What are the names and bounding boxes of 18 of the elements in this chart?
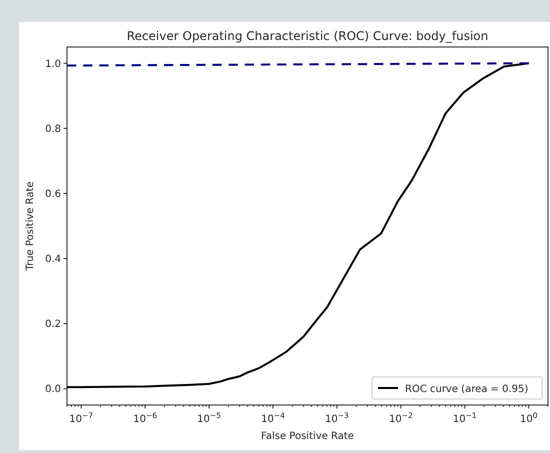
y-tick-label: 0.0 xyxy=(45,384,61,396)
y-tick-label: 0.4 xyxy=(45,254,61,266)
x-tick-label: 10$^{0}$ xyxy=(520,410,538,425)
x-tick-label: 10$^{−2}$ xyxy=(388,410,413,425)
y-axis-title: True Positive Rate xyxy=(25,181,36,272)
chart-title: Receiver Operating Characteristic (ROC) Curve: body_fusion xyxy=(126,29,488,43)
x-axis-title: False Positive Rate xyxy=(261,431,354,442)
y-tick-label: 0.6 xyxy=(45,188,61,200)
x-tick-label: 10$^{−4}$ xyxy=(261,410,286,425)
x-tick-label: 10$^{−3}$ xyxy=(325,410,350,425)
x-tick-label: 10$^{−6}$ xyxy=(133,410,158,425)
y-tick-label: 1.0 xyxy=(45,58,61,70)
y-tick-label: 0.8 xyxy=(45,124,61,135)
legend-label: ROC curve (area = 0.95) xyxy=(405,384,528,395)
x-tick-label: 10$^{−7}$ xyxy=(69,410,94,425)
y-tick-label: 0.2 xyxy=(45,319,61,330)
x-tick-label: 10$^{−5}$ xyxy=(197,410,222,425)
x-tick-label: 10$^{−1}$ xyxy=(452,410,477,425)
